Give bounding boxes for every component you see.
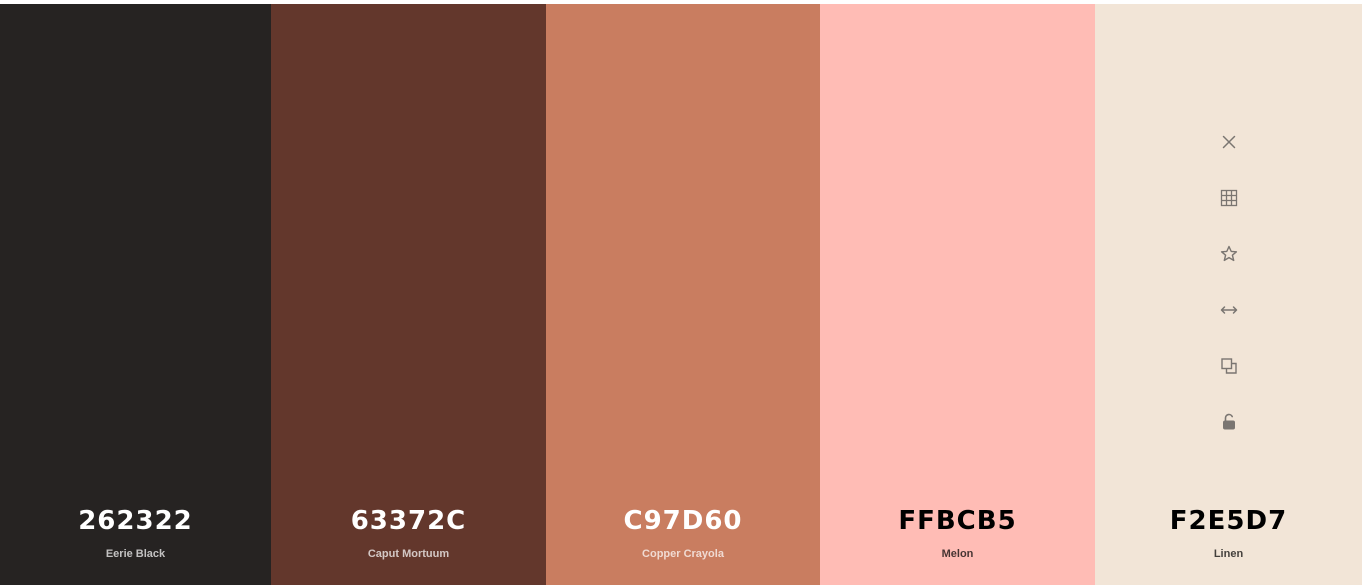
swatch-color-name: Eerie Black (105, 548, 166, 560)
close-icon (1222, 135, 1235, 149)
swatch-color-name: Caput Mortuum (367, 548, 450, 560)
swatch-color-name: Copper Crayola (642, 548, 724, 560)
swatch-toolbar (1095, 128, 1362, 464)
swatch-color-name: Linen (1213, 548, 1244, 560)
drag-handle[interactable] (1215, 296, 1243, 324)
swatch-hex-code[interactable]: 63372C (350, 506, 467, 536)
drag-arrows-icon (1220, 306, 1237, 314)
save-color-button[interactable] (1215, 240, 1243, 268)
unlock-icon (1222, 413, 1235, 430)
copy-hex-button[interactable] (1215, 352, 1243, 380)
swatch-hex-code[interactable]: 262322 (78, 506, 193, 536)
copy-icon (1220, 358, 1237, 374)
lock-color-button[interactable] (1215, 408, 1243, 436)
swatch-hex-code[interactable]: C97D60 (623, 506, 743, 536)
swatch-color-name: Melon (941, 548, 974, 560)
color-swatch[interactable]: F2E5D7 Linen (1095, 4, 1362, 585)
remove-color-button[interactable] (1215, 128, 1243, 156)
color-palette: 262322 Eerie Black 63372C Caput Mortuum … (0, 4, 1362, 585)
color-swatch[interactable]: 262322 Eerie Black (0, 4, 271, 585)
swatch-hex-code[interactable]: FFBCB5 (898, 506, 1017, 536)
view-shades-button[interactable] (1215, 184, 1243, 212)
color-swatch[interactable]: C97D60 Copper Crayola (546, 4, 820, 585)
star-icon (1220, 245, 1237, 262)
color-swatch[interactable]: 63372C Caput Mortuum (271, 4, 546, 585)
swatch-hex-code[interactable]: F2E5D7 (1169, 506, 1288, 536)
color-swatch[interactable]: FFBCB5 Melon (820, 4, 1095, 585)
grid-icon (1220, 189, 1237, 207)
